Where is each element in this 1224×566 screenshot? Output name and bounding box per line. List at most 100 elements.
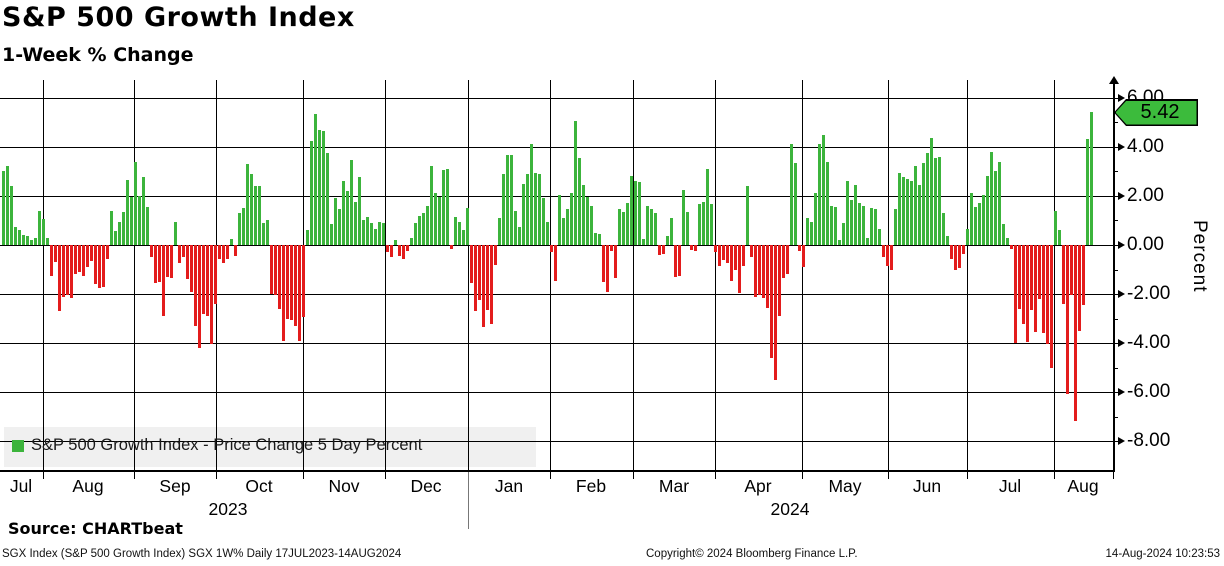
y-tick-label: -6.00 bbox=[1127, 381, 1171, 403]
bar bbox=[438, 197, 441, 245]
bar bbox=[890, 245, 893, 270]
bar bbox=[550, 245, 553, 253]
bar bbox=[822, 134, 825, 245]
bar bbox=[786, 245, 789, 275]
bar bbox=[774, 245, 777, 381]
bar bbox=[30, 240, 33, 245]
bar bbox=[482, 245, 485, 328]
bar bbox=[1026, 245, 1029, 342]
bar bbox=[374, 229, 377, 245]
bar bbox=[1070, 245, 1073, 296]
bar bbox=[314, 113, 317, 245]
v-gridline bbox=[888, 80, 889, 470]
bar bbox=[682, 189, 685, 245]
year-label: 2024 bbox=[770, 499, 810, 519]
bar bbox=[1062, 245, 1065, 304]
bar bbox=[1082, 245, 1085, 306]
bar bbox=[282, 245, 285, 341]
bar bbox=[746, 186, 749, 245]
bar bbox=[230, 238, 233, 245]
bar bbox=[922, 162, 925, 245]
y-tick bbox=[1113, 343, 1120, 345]
legend-box bbox=[4, 427, 536, 467]
bar bbox=[110, 210, 113, 245]
bar bbox=[790, 144, 793, 245]
year-separator-line bbox=[468, 472, 469, 529]
bar bbox=[670, 217, 673, 245]
bar bbox=[154, 245, 157, 284]
bar bbox=[914, 166, 917, 245]
bar bbox=[234, 245, 237, 257]
bar bbox=[698, 204, 701, 245]
bar bbox=[474, 245, 477, 312]
y-minor-tick bbox=[1113, 367, 1118, 369]
bar bbox=[1030, 245, 1033, 311]
v-gridline bbox=[633, 80, 634, 470]
bar bbox=[1046, 245, 1049, 345]
x-tick bbox=[888, 472, 889, 479]
bar bbox=[270, 245, 273, 295]
bar bbox=[42, 219, 45, 245]
bar bbox=[818, 144, 821, 245]
bar bbox=[882, 245, 885, 258]
bar bbox=[606, 245, 609, 292]
bar bbox=[34, 237, 37, 245]
month-label: May bbox=[828, 476, 862, 496]
bar bbox=[370, 222, 373, 245]
bar bbox=[262, 222, 265, 245]
bar bbox=[910, 181, 913, 245]
bar bbox=[118, 221, 121, 245]
bar bbox=[918, 184, 921, 245]
bar bbox=[1042, 245, 1045, 334]
bar bbox=[130, 197, 133, 245]
bar bbox=[838, 240, 841, 245]
bar bbox=[214, 245, 217, 304]
bar bbox=[710, 204, 713, 245]
bar bbox=[854, 184, 857, 245]
bar bbox=[926, 152, 929, 245]
bar bbox=[10, 186, 13, 245]
bar bbox=[758, 245, 761, 296]
page-title: S&P 500 Growth Index bbox=[2, 2, 355, 33]
bar bbox=[342, 181, 345, 245]
bar bbox=[454, 216, 457, 245]
bar bbox=[238, 213, 241, 245]
y-tick-arrow-icon bbox=[1118, 437, 1125, 446]
bar bbox=[226, 245, 229, 259]
bar bbox=[358, 177, 361, 245]
bar bbox=[734, 245, 737, 270]
legend-swatch-icon bbox=[12, 439, 24, 452]
bar bbox=[366, 216, 369, 245]
bar bbox=[394, 240, 397, 245]
bar bbox=[470, 245, 473, 284]
bar bbox=[562, 217, 565, 245]
month-label: Apr bbox=[744, 476, 772, 496]
bar bbox=[598, 233, 601, 245]
plot-area[interactable]: S&P 500 Growth Index - Price Change 5 Da… bbox=[0, 80, 1113, 470]
v-gridline bbox=[43, 80, 44, 470]
bar bbox=[1014, 245, 1017, 344]
bar bbox=[806, 217, 809, 245]
h-gridline bbox=[0, 97, 1113, 99]
page-subtitle: 1-Week % Change bbox=[2, 44, 194, 66]
bar bbox=[98, 245, 101, 288]
bar bbox=[554, 245, 557, 281]
bar bbox=[702, 202, 705, 245]
bar bbox=[46, 237, 49, 245]
bar bbox=[650, 209, 653, 245]
x-tick bbox=[1054, 472, 1055, 479]
v-gridline bbox=[550, 80, 551, 470]
month-label: Jan bbox=[494, 476, 524, 496]
bar bbox=[518, 226, 521, 245]
bar bbox=[338, 209, 341, 245]
bar bbox=[714, 245, 717, 253]
x-tick bbox=[134, 472, 135, 479]
bar bbox=[1054, 210, 1057, 245]
bar bbox=[434, 193, 437, 245]
y-tick-label: 2.00 bbox=[1127, 184, 1164, 206]
bar bbox=[886, 245, 889, 266]
bar bbox=[90, 245, 93, 261]
bar bbox=[274, 245, 277, 296]
bar bbox=[158, 245, 161, 282]
